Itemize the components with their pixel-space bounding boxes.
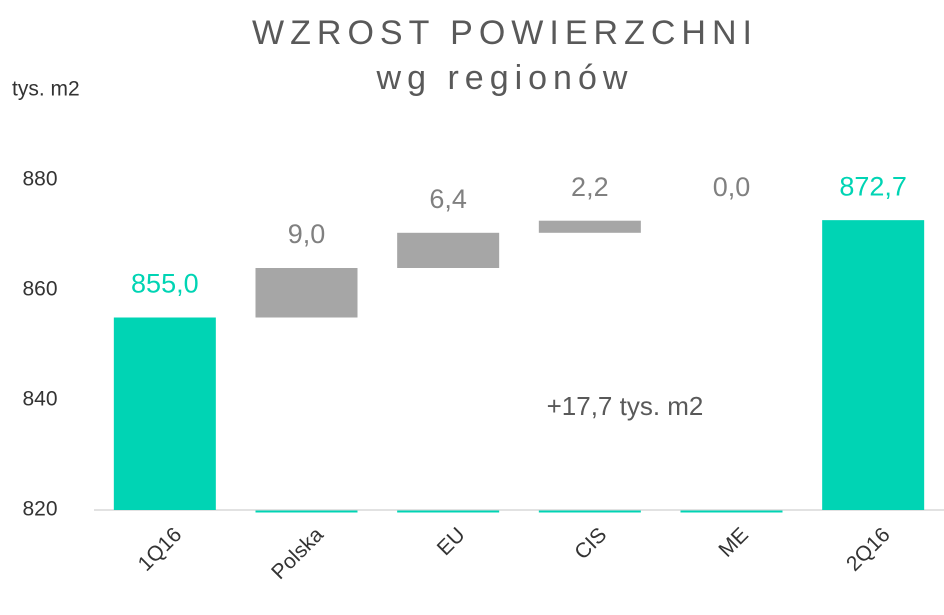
value-label: 0,0 — [713, 172, 751, 202]
value-label: 872,7 — [839, 171, 907, 201]
chart-subtitle: wg regionów — [376, 59, 634, 97]
bar — [255, 268, 358, 318]
x-tick-label: 2Q16 — [842, 523, 895, 576]
bar — [397, 232, 500, 268]
value-label: 6,4 — [429, 184, 467, 214]
chart-title: WZROST POWIERZCHNI — [252, 14, 758, 52]
bar — [538, 220, 641, 233]
x-tick-label: 1Q16 — [134, 523, 187, 576]
annotation: +17,7 tys. m2 — [547, 391, 704, 421]
x-tick-label: CIS — [570, 523, 611, 564]
x-tick-label: Polska — [267, 523, 328, 584]
x-tick-label: EU — [433, 523, 470, 560]
value-label: 855,0 — [131, 269, 199, 299]
y-axis-label: tys. m2 — [12, 78, 80, 101]
bar — [822, 220, 925, 510]
y-tick-label: 880 — [22, 168, 57, 191]
value-label: 2,2 — [571, 172, 609, 202]
bar — [113, 317, 216, 510]
y-tick-label: 860 — [22, 278, 57, 301]
value-label: 9,0 — [288, 219, 326, 249]
y-tick-label: 820 — [22, 498, 57, 521]
y-tick-label: 840 — [22, 388, 57, 411]
x-tick-label: ME — [714, 523, 753, 562]
